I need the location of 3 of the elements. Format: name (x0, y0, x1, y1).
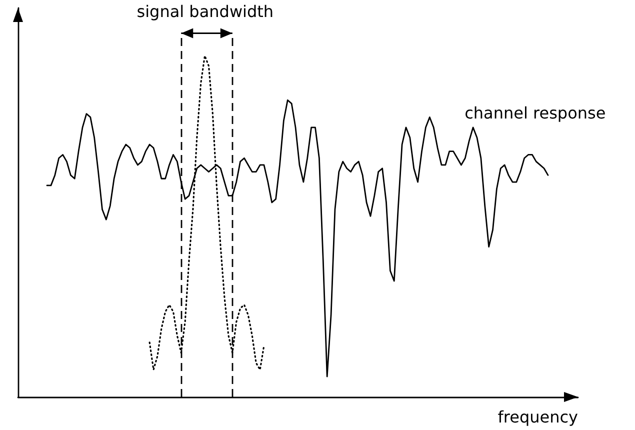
x-axis-title: frequency (498, 408, 578, 426)
series-label: channel response (464, 103, 606, 122)
text: signal bandwidth (136, 2, 274, 21)
